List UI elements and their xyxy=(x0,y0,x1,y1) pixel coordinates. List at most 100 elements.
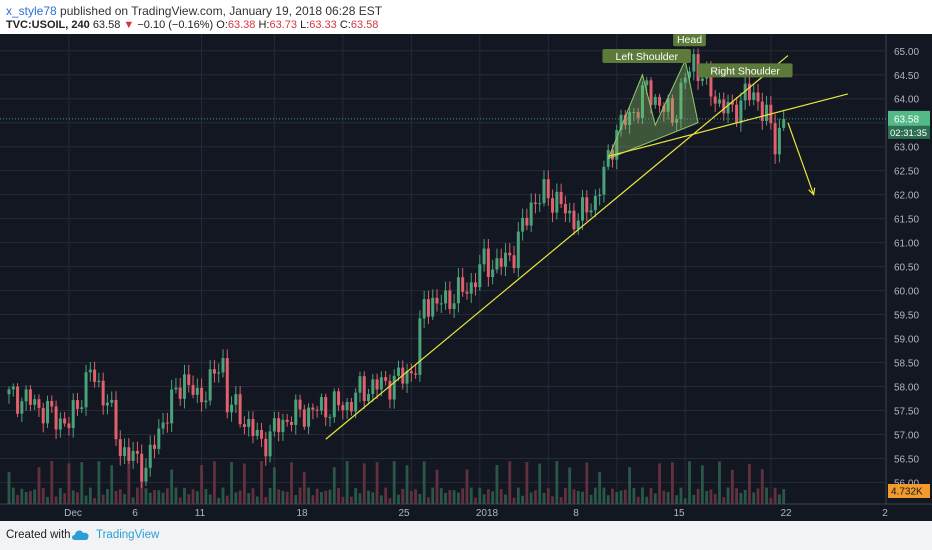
candle-body xyxy=(615,130,619,160)
candle-body xyxy=(581,197,585,221)
neckline xyxy=(608,93,849,157)
volume-bar xyxy=(221,487,225,504)
volume-bar xyxy=(568,467,572,504)
candle-body xyxy=(182,374,186,399)
candle-body xyxy=(178,387,182,399)
volume-bar xyxy=(114,491,118,504)
volume-bar xyxy=(213,461,216,504)
volume-bar xyxy=(307,487,310,504)
candle-body xyxy=(392,375,396,400)
candle-body xyxy=(255,429,259,436)
candle-body xyxy=(700,78,704,81)
plot-background xyxy=(0,34,932,521)
candle-body xyxy=(525,217,529,226)
volume-bar xyxy=(225,495,229,504)
candle-body xyxy=(345,401,349,411)
candle-body xyxy=(658,96,662,106)
volume-bar xyxy=(41,487,45,504)
candle-body xyxy=(332,391,336,418)
price-change: −0.10 (−0.16%) xyxy=(137,19,214,31)
candle-body xyxy=(285,419,289,422)
candle-body xyxy=(58,418,62,430)
volume-tag xyxy=(888,484,930,498)
volume-bar xyxy=(178,497,182,504)
time-tick-label: 18 xyxy=(296,508,308,519)
volume-bar xyxy=(525,462,529,504)
candle-body xyxy=(118,439,122,457)
time-tick-label: 22 xyxy=(780,508,792,519)
candle-body xyxy=(71,400,75,429)
candle-body xyxy=(752,92,756,101)
candle-body xyxy=(683,77,687,83)
candle-body xyxy=(619,114,623,131)
price-tick-label: 56.50 xyxy=(894,454,919,465)
candle-body xyxy=(533,202,537,204)
volume-bar xyxy=(302,471,306,504)
volume-bar xyxy=(542,493,546,504)
chart-plot[interactable]: 65.0064.5064.0063.5063.0062.5062.0061.50… xyxy=(0,32,932,521)
volume-bar xyxy=(367,490,370,504)
candle-body xyxy=(302,409,306,427)
price-tick-label: 63.00 xyxy=(894,143,919,154)
volume-bar xyxy=(709,489,713,504)
volume-bar xyxy=(20,488,24,504)
candle-body xyxy=(486,248,490,277)
volume-bar xyxy=(606,495,610,504)
candle-body xyxy=(264,438,268,457)
candle-body xyxy=(46,400,50,424)
volume-bar xyxy=(628,467,631,504)
candle-body xyxy=(298,399,302,410)
volume-bar xyxy=(118,489,122,504)
candle-body xyxy=(131,450,135,461)
candle-body xyxy=(174,387,178,390)
volume-bar xyxy=(230,462,233,504)
candle-body xyxy=(311,407,315,410)
candle-body xyxy=(418,318,422,375)
candle-body xyxy=(551,198,555,213)
candle-body xyxy=(230,404,234,413)
volume-bar xyxy=(170,469,174,504)
candle-body xyxy=(538,203,542,205)
candle-body xyxy=(11,386,15,390)
volume-bar xyxy=(688,461,691,504)
candle-body xyxy=(84,372,88,408)
tradingview-brand[interactable]: TradingView xyxy=(96,529,160,541)
candle-body xyxy=(127,447,131,461)
candle-body xyxy=(692,54,696,72)
volume-bar xyxy=(106,488,109,504)
candle-body xyxy=(157,428,161,449)
volume-bar xyxy=(76,492,79,504)
volume-bar xyxy=(636,496,640,504)
author-link[interactable]: x_style78 xyxy=(6,4,57,18)
volume-bar xyxy=(392,461,396,504)
candle-body xyxy=(688,71,692,78)
candle-body xyxy=(709,67,713,97)
volume-bar xyxy=(243,463,246,504)
candle-body xyxy=(135,450,139,454)
candle-body xyxy=(251,419,255,436)
candle-body xyxy=(431,297,435,317)
candle-body xyxy=(204,400,208,403)
down-arrow-icon: ▼ xyxy=(123,19,135,31)
time-tick-label: 8 xyxy=(573,508,579,519)
volume-bar xyxy=(495,465,499,504)
pattern-label: Right Shoulder xyxy=(710,65,780,77)
candle-body xyxy=(148,444,152,468)
volume-bar xyxy=(769,497,773,504)
candle-body xyxy=(101,380,105,406)
candle-body xyxy=(217,372,221,374)
candle-body xyxy=(670,98,674,123)
time-tick-label: 25 xyxy=(398,508,410,519)
volume-bar xyxy=(452,490,456,504)
candle-body xyxy=(666,98,670,112)
price-tick-label: 56.00 xyxy=(894,478,919,489)
volume-bar xyxy=(551,496,554,504)
price-tick-label: 65.00 xyxy=(894,47,919,58)
candle-body xyxy=(242,424,246,427)
candle-body xyxy=(465,291,469,294)
candlestick-chart[interactable]: 65.0064.5064.0063.5063.0062.5062.0061.50… xyxy=(0,32,932,521)
candle-body xyxy=(324,397,328,418)
volume-bar xyxy=(110,465,114,504)
volume-bar xyxy=(482,494,486,504)
volume-bar xyxy=(739,493,743,504)
